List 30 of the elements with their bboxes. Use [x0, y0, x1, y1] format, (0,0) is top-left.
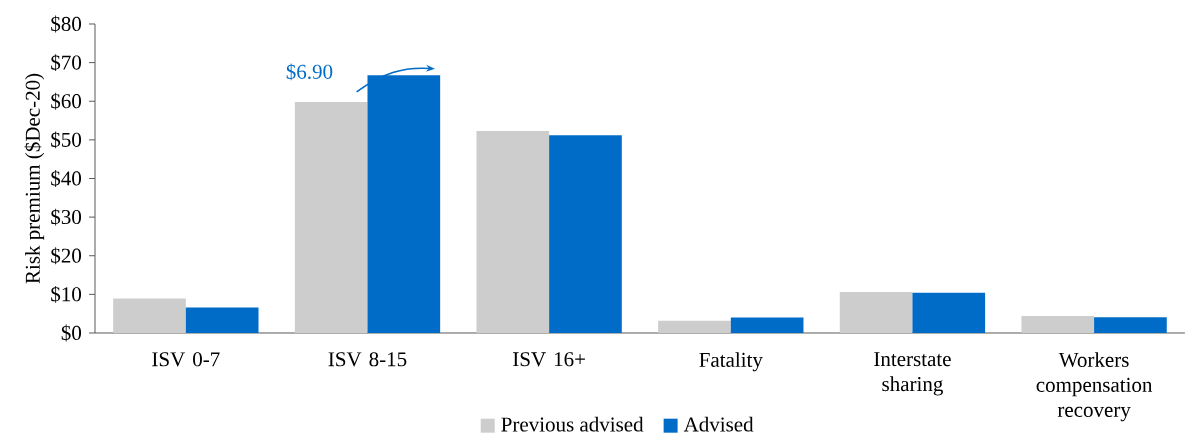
- x-tick-label: Workers compensation recovery: [1036, 352, 1153, 422]
- bar: [730, 317, 804, 333]
- x-tick-label: ISV 8-15: [328, 352, 407, 367]
- bar: [185, 307, 259, 333]
- y-tick-label: $60: [51, 92, 82, 110]
- bar: [294, 102, 368, 333]
- y-tick-label: $0: [61, 324, 82, 342]
- x-tick-label: ISV 16+: [513, 352, 585, 367]
- bar: [549, 135, 622, 333]
- legend-label: Advised: [683, 416, 754, 432]
- y-tick-label: $20: [51, 247, 82, 265]
- y-tick-label: $40: [51, 170, 82, 187]
- legend-label: Previous advised: [501, 416, 644, 432]
- bar: [1094, 317, 1167, 333]
- bar: [476, 130, 550, 333]
- x-tick-label: ISV 0-7: [152, 352, 220, 367]
- bar: [839, 292, 913, 333]
- bar: [912, 292, 986, 333]
- y-axis-title: Risk premium ($Dec-20): [24, 73, 45, 284]
- y-tick-label: $30: [51, 208, 82, 226]
- y-tick-label: $80: [51, 15, 82, 33]
- y-tick-label: $50: [51, 131, 82, 149]
- bar: [1021, 315, 1095, 333]
- annotation: $6.90: [286, 63, 333, 81]
- y-tick-label: $70: [51, 54, 82, 72]
- y-tick-label: $10: [51, 285, 82, 303]
- bar: [113, 298, 186, 333]
- bar: [658, 320, 731, 333]
- x-tick-label: Fatality: [699, 352, 763, 372]
- x-tick-label: Interstate sharing: [874, 352, 951, 396]
